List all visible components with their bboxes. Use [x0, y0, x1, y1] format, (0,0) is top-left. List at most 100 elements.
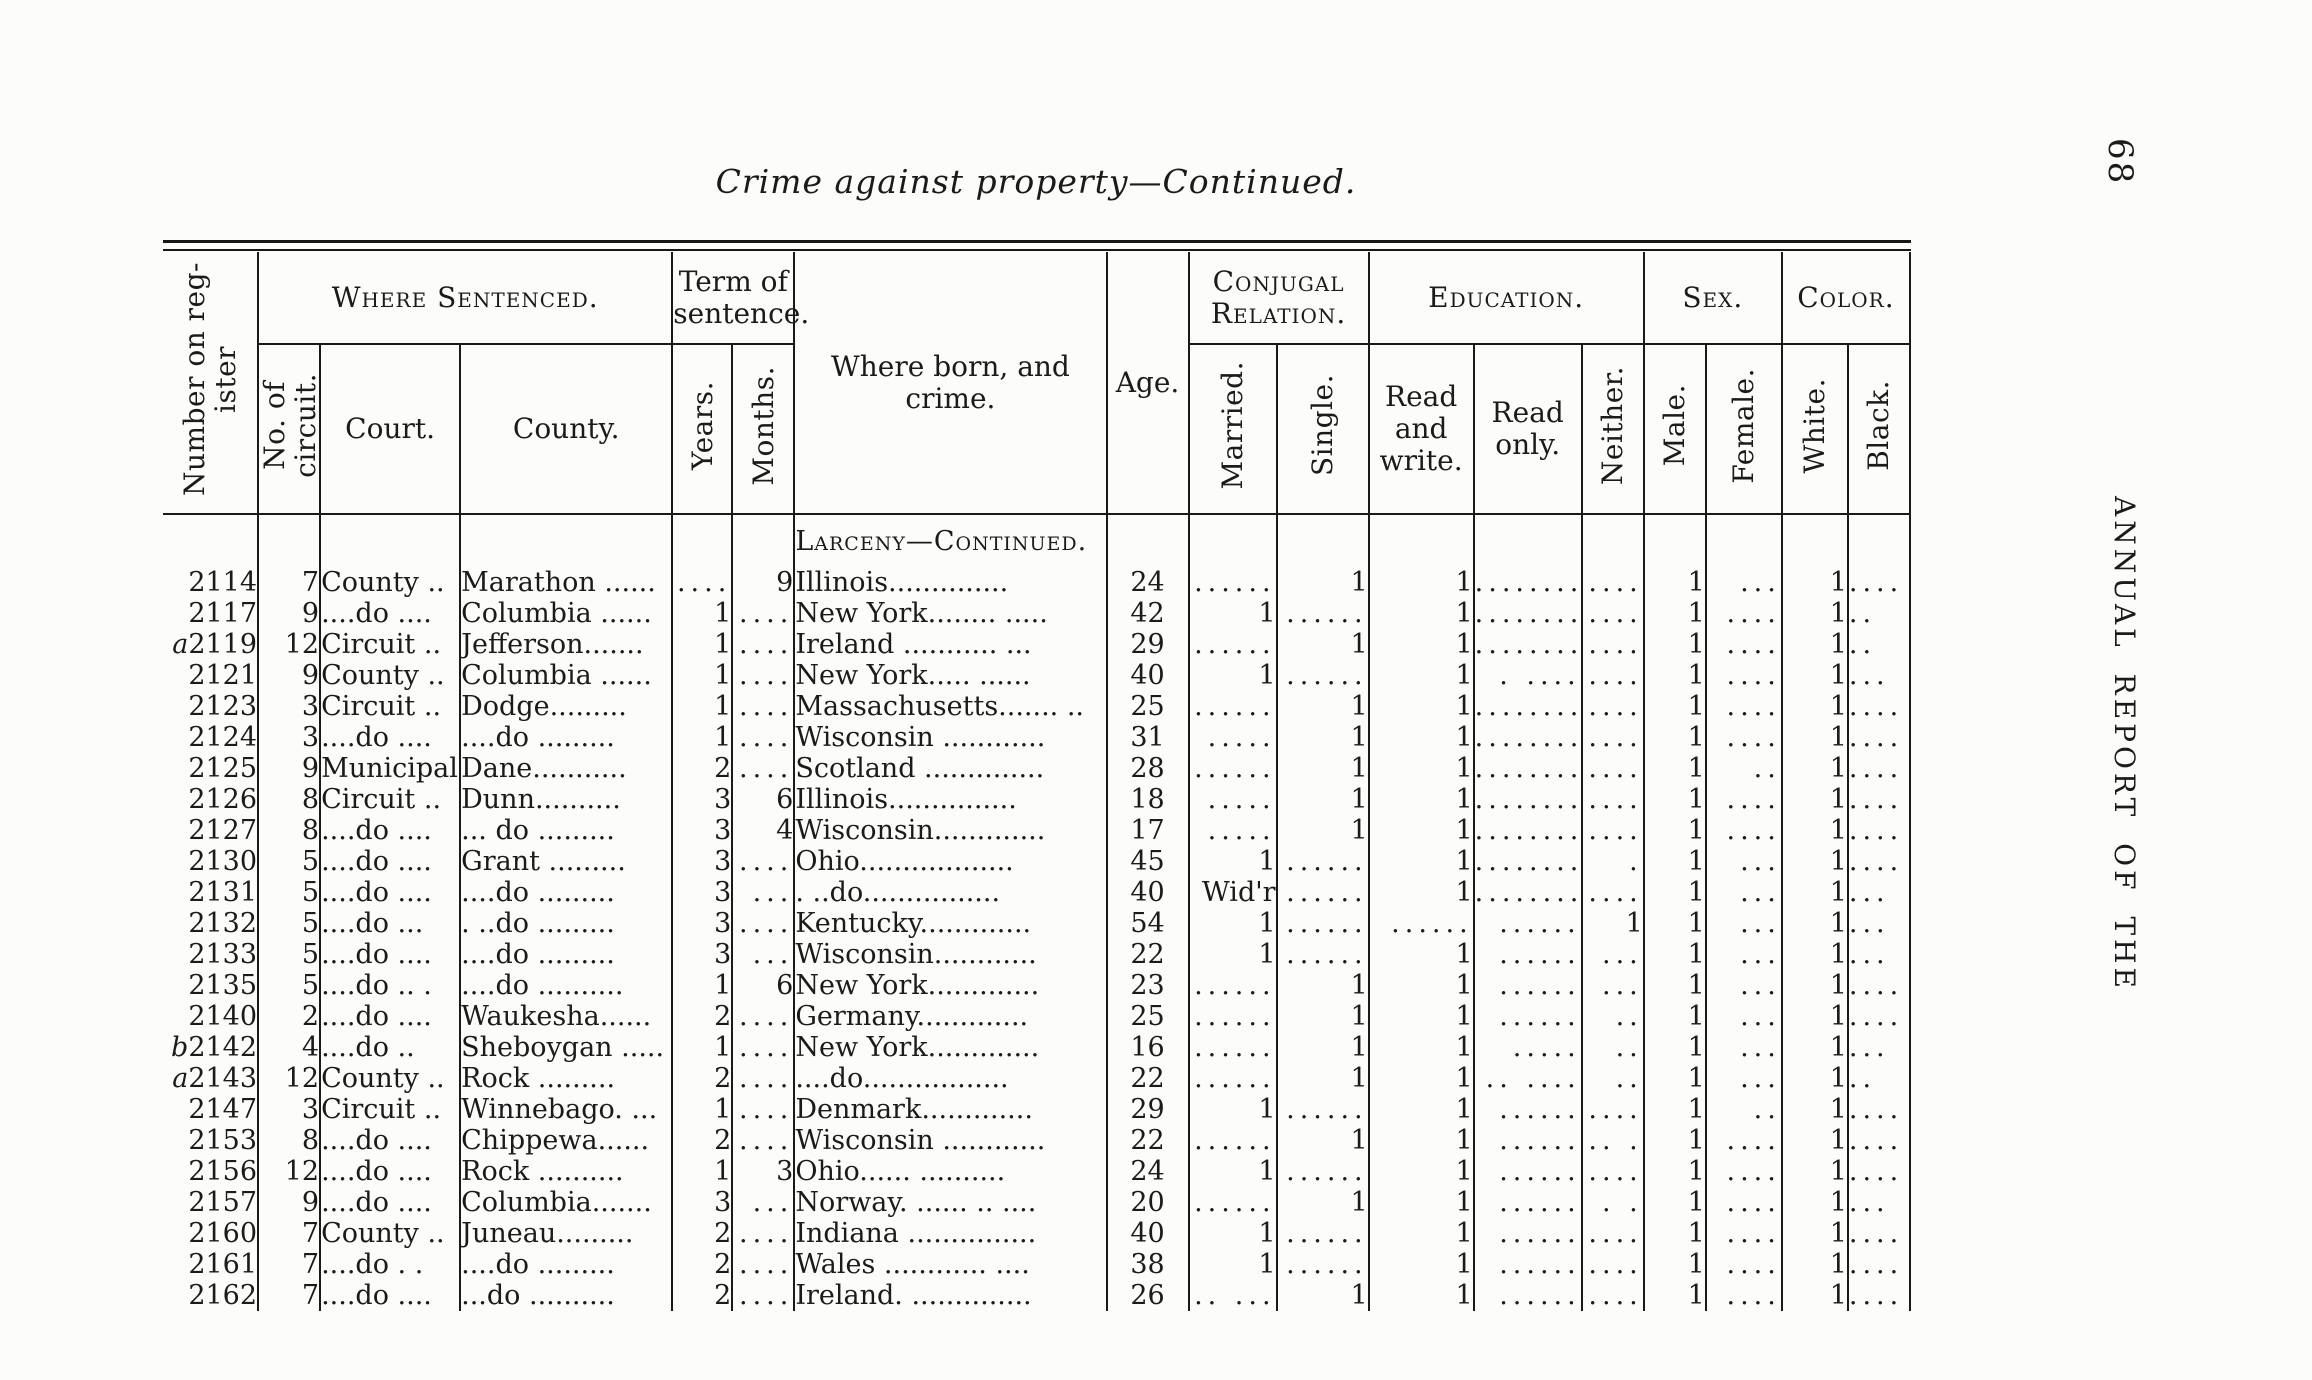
cell-read-write: 1	[1367, 1001, 1474, 1032]
cell-white: 1	[1780, 1063, 1848, 1094]
header-read-write: Read and write.	[1367, 344, 1474, 515]
cell-read-write: 1	[1367, 567, 1474, 598]
cell-born: . ..do................	[793, 877, 1107, 908]
cell-age: 18	[1105, 784, 1189, 815]
cell-white: 1	[1780, 815, 1848, 846]
cell-black: ....	[1846, 815, 1910, 846]
cell-white: 1	[1780, 598, 1848, 629]
cell-read-write: 1	[1367, 939, 1474, 970]
header-male: Male.	[1642, 344, 1706, 515]
cell-read-write: 1	[1367, 1280, 1474, 1311]
header-years: Years.	[671, 344, 733, 515]
table-row: 2153 8 ....do .... Chippewa...... 2.... Wisco…	[163, 1125, 1910, 1156]
cell-black: ...	[1846, 1187, 1910, 1218]
cell-black: ....	[1846, 1218, 1910, 1249]
cell-male: 1	[1642, 1001, 1706, 1032]
cell-female: ....	[1704, 691, 1782, 722]
cell-age: 24	[1105, 567, 1189, 598]
cell-circuit: 7	[257, 567, 321, 598]
table-row: 2135 5 ....do .. . ....do .......... 1 6 New Y…	[163, 970, 1910, 1001]
cell-circuit: 3	[257, 722, 321, 753]
cell-months: ...	[731, 939, 795, 970]
cell-years: 1	[671, 598, 733, 629]
cell-single: 1	[1275, 784, 1369, 815]
cell-register: 2133	[188, 939, 258, 970]
cell-neither: ....	[1580, 1156, 1644, 1187]
cell-married: 1	[1187, 1218, 1277, 1249]
cell-court: ....do ....	[319, 722, 461, 753]
header-county: County.	[459, 344, 673, 515]
cell-read-only: ........	[1472, 598, 1582, 629]
cell-court: ....do ....	[319, 1001, 461, 1032]
cell-male: 1	[1642, 1032, 1706, 1063]
header-court: Court.	[319, 344, 461, 515]
cell-months: ....	[731, 1249, 795, 1280]
cell-white: 1	[1780, 722, 1848, 753]
cell-male: 1	[1642, 877, 1706, 908]
cell-circuit: 7	[257, 1280, 321, 1311]
cell-months: ...	[731, 877, 795, 908]
cell-single: ......	[1275, 908, 1369, 939]
cell-months: ....	[731, 846, 795, 877]
cell-born: Ireland ........... ...	[793, 629, 1107, 660]
cell-county: Columbia.......	[459, 1187, 673, 1218]
cell-read-write: 1	[1367, 1187, 1474, 1218]
cell-female: ....	[1704, 1156, 1782, 1187]
cell-years: 1	[671, 1094, 733, 1125]
cell-court: ....do ....	[319, 846, 461, 877]
cell-white: 1	[1780, 939, 1848, 970]
cell-read-only: ......	[1472, 1125, 1582, 1156]
sub-header-row: No. of circuit. Court. County. Years. Mo…	[163, 344, 1910, 515]
cell-married: 1	[1187, 660, 1277, 691]
cell-read-write: 1	[1367, 1032, 1474, 1063]
cell-register: 2114	[188, 567, 258, 598]
table-row: 2124 3 ....do .... ....do ......... 1.... Wis…	[163, 722, 1910, 753]
header-female: Female.	[1704, 344, 1782, 515]
section-cell	[1275, 514, 1369, 567]
cell-single: ......	[1275, 1156, 1369, 1187]
table-row: 2140 2 ....do .... Waukesha...... 2.... Germa…	[163, 1001, 1910, 1032]
cell-register: 2161	[188, 1249, 258, 1280]
cell-court: ....do ....	[319, 598, 461, 629]
cell-born: Germany.............	[793, 1001, 1107, 1032]
cell-county: ... do .........	[459, 815, 673, 846]
cell-county: Juneau.........	[459, 1218, 673, 1249]
cell-neither: ..	[1580, 1032, 1644, 1063]
table-body: Larceny—Continued. 2114 7 County .. Marathon…	[163, 514, 1910, 1311]
cell-court: Circuit ..	[319, 629, 461, 660]
table-row: 2126 8 Circuit .. Dunn.......... 3 6 Illinois.…	[163, 784, 1910, 815]
cell-male: 1	[1642, 629, 1706, 660]
cell-born: Wisconsin.............	[793, 815, 1107, 846]
cell-age: 22	[1105, 939, 1189, 970]
cell-read-only: ......	[1472, 970, 1582, 1001]
cell-county: . ..do .........	[459, 908, 673, 939]
cell-female: ....	[1704, 784, 1782, 815]
cell-married: 1	[1187, 1094, 1277, 1125]
cell-neither: ....	[1580, 598, 1644, 629]
cell-female: ...	[1704, 846, 1782, 877]
cell-read-only: . ....	[1472, 660, 1582, 691]
cell-born: Wisconsin ............	[793, 722, 1107, 753]
page-title: Crime against property—Continued.	[715, 162, 1357, 201]
cell-married: Wid'r	[1187, 877, 1277, 908]
cell-neither: . .	[1580, 1187, 1644, 1218]
cell-read-write: 1	[1367, 691, 1474, 722]
cell-years: 3	[671, 939, 733, 970]
cell-register: 2135	[188, 970, 258, 1001]
cell-age: 38	[1105, 1249, 1189, 1280]
table-row: 2125 9 Municipal Dane........... 2.... Scotla…	[163, 753, 1910, 784]
cell-male: 1	[1642, 1125, 1706, 1156]
cell-court: ....do ....	[319, 877, 461, 908]
cell-read-write: 1	[1367, 1218, 1474, 1249]
cell-neither: .. .	[1580, 1125, 1644, 1156]
cell-single: 1	[1275, 1063, 1369, 1094]
cell-court: Municipal	[319, 753, 461, 784]
cell-black: ...	[1846, 877, 1910, 908]
cell-read-only: ........	[1472, 815, 1582, 846]
cell-male: 1	[1642, 1156, 1706, 1187]
cell-years: 1	[671, 722, 733, 753]
table-row: 2133 5 ....do .... ....do ......... 3... Wisc…	[163, 939, 1910, 970]
cell-years: 2	[671, 1063, 733, 1094]
cell-read-write: 1	[1367, 1249, 1474, 1280]
cell-married: ......	[1187, 1063, 1277, 1094]
